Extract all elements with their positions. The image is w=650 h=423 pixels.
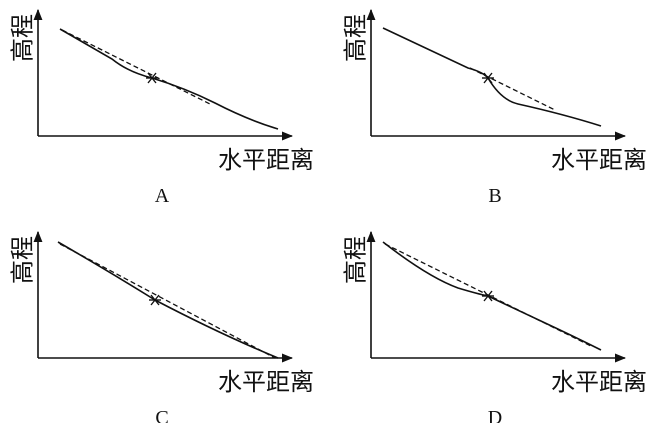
panel-label: D (488, 407, 502, 423)
x-axis-label: 水平距离 (551, 146, 647, 174)
x-axis-label: 水平距离 (218, 146, 314, 174)
profile-curve (59, 28, 279, 130)
y-axis-label: 高程 (9, 236, 37, 284)
x-axis-label: 水平距离 (218, 368, 314, 396)
panel-label: A (155, 185, 170, 207)
panel-label: B (488, 185, 501, 207)
profile-curve (57, 241, 279, 359)
star-marker (481, 290, 495, 302)
y-axis-label: 高程 (342, 14, 370, 62)
y-axis-label: 高程 (342, 236, 370, 284)
y-axis-label: 高程 (9, 14, 37, 62)
dashed-line (61, 29, 213, 106)
profile-curve (382, 27, 602, 127)
dashed-line (59, 243, 276, 359)
panel-label: C (155, 407, 168, 423)
x-axis-label: 水平距离 (551, 368, 647, 396)
